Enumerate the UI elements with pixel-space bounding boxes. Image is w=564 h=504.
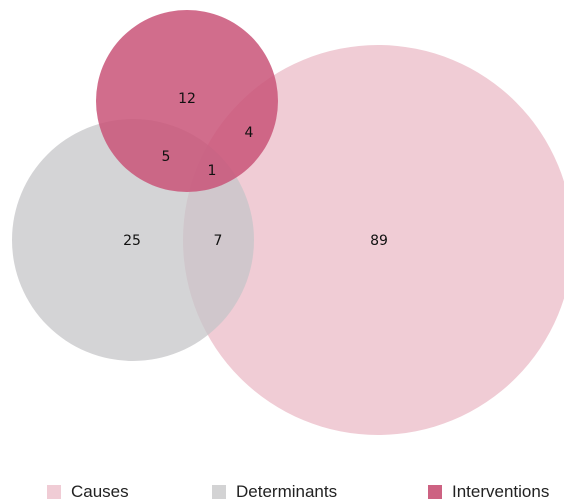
legend-item-causes: Causes bbox=[47, 480, 129, 504]
causes-determinants-count: 7 bbox=[214, 233, 223, 249]
causes-swatch bbox=[47, 485, 61, 499]
legend-item-determinants: Determinants bbox=[212, 480, 337, 504]
determinants-interventions-count: 5 bbox=[162, 149, 171, 165]
interventions-only-count: 12 bbox=[178, 91, 196, 107]
interventions-circle bbox=[96, 10, 278, 192]
causes-interventions-count: 4 bbox=[245, 125, 254, 141]
legend-label-interventions: Interventions bbox=[452, 482, 550, 501]
causes-circle bbox=[183, 45, 564, 435]
legend-label-determinants: Determinants bbox=[236, 482, 338, 501]
determinants-only-count: 25 bbox=[123, 233, 141, 249]
legend-item-interventions: Interventions bbox=[428, 480, 549, 504]
venn-diagram: 12 4 5 1 25 7 89 bbox=[12, 10, 564, 435]
interventions-swatch bbox=[428, 485, 442, 499]
legend: Causes Determinants Interventions bbox=[0, 480, 564, 504]
causes-only-count: 89 bbox=[370, 233, 388, 249]
all-three-count: 1 bbox=[208, 163, 217, 179]
determinants-swatch bbox=[212, 485, 226, 499]
legend-label-causes: Causes bbox=[71, 482, 129, 501]
